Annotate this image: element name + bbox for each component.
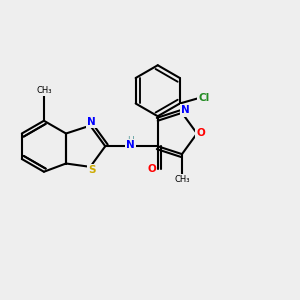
Text: H: H: [128, 136, 134, 145]
Text: O: O: [147, 164, 156, 174]
Text: Cl: Cl: [198, 92, 209, 103]
Text: CH₃: CH₃: [174, 175, 190, 184]
Text: O: O: [196, 128, 205, 139]
Text: N: N: [87, 117, 96, 127]
Text: CH₃: CH₃: [36, 86, 52, 95]
Text: S: S: [88, 166, 95, 176]
Text: N: N: [126, 140, 135, 150]
Text: N: N: [181, 106, 190, 116]
